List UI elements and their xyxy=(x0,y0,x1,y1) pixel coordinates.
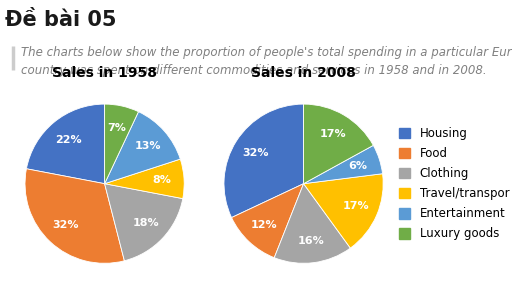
Legend: Housing, Food, Clothing, Travel/transpor, Entertainment, Luxury goods: Housing, Food, Clothing, Travel/transpor… xyxy=(398,127,509,240)
Text: 22%: 22% xyxy=(55,134,81,144)
Title: Sales in 1958: Sales in 1958 xyxy=(52,66,157,80)
Text: 8%: 8% xyxy=(153,175,171,185)
Wedge shape xyxy=(304,174,383,248)
Text: 17%: 17% xyxy=(343,202,370,212)
Text: Đề bài 05: Đề bài 05 xyxy=(5,10,117,30)
Text: 16%: 16% xyxy=(297,236,324,246)
Text: 18%: 18% xyxy=(133,218,160,228)
Wedge shape xyxy=(274,184,350,263)
Text: 32%: 32% xyxy=(52,220,79,231)
Wedge shape xyxy=(27,104,104,184)
Text: 6%: 6% xyxy=(349,161,368,171)
Wedge shape xyxy=(304,104,373,184)
Wedge shape xyxy=(224,104,304,218)
Text: 7%: 7% xyxy=(108,123,126,133)
Wedge shape xyxy=(104,104,138,184)
Wedge shape xyxy=(231,184,304,258)
Wedge shape xyxy=(104,184,183,261)
Wedge shape xyxy=(104,159,184,199)
Title: Sales in 2008: Sales in 2008 xyxy=(251,66,356,80)
Text: 32%: 32% xyxy=(242,148,268,158)
Wedge shape xyxy=(104,112,180,184)
Text: 17%: 17% xyxy=(319,130,346,139)
Text: The charts below show the proportion of people's total spending in a particular : The charts below show the proportion of … xyxy=(21,46,512,77)
Text: 13%: 13% xyxy=(134,141,161,151)
Wedge shape xyxy=(304,145,382,184)
Wedge shape xyxy=(25,169,124,263)
Text: 12%: 12% xyxy=(251,220,278,231)
